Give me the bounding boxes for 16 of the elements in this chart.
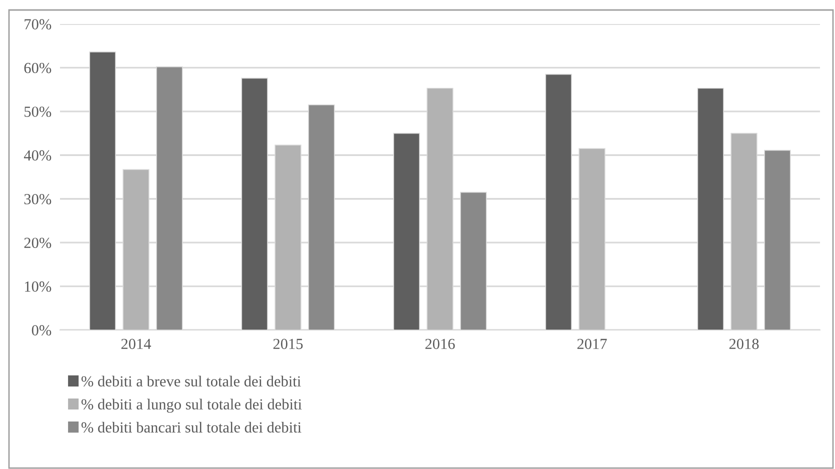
x-tick-label: 2014 [121,338,152,350]
legend-label: % debiti a lungo sul totale dei debiti [81,398,302,413]
y-tick-label: 40% [24,150,52,161]
x-tick-label: 2016 [425,338,455,350]
x-tick-label: 2018 [729,338,759,350]
x-tick-label: 2017 [577,338,607,350]
legend-label: % debiti a breve sul totale dei debiti [81,376,301,387]
y-tick-label: 60% [24,62,52,74]
y-tick-label: 70% [24,19,52,30]
y-tick-label: 10% [25,281,52,292]
y-tick-label: 0% [32,325,52,336]
y-tick-label: 20% [24,238,52,248]
y-tick-label: 50% [24,106,52,117]
legend-label: % debiti bancari sul totale dei debiti [81,422,302,433]
y-tick-label: 30% [24,194,52,204]
x-tick-label: 2015 [273,338,303,350]
